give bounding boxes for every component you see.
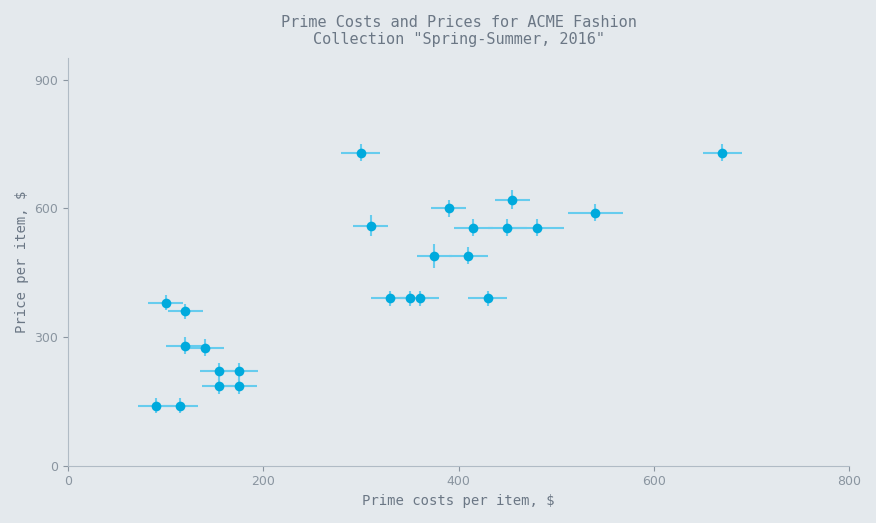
X-axis label: Prime costs per item, $: Prime costs per item, $ [363, 494, 555, 508]
Title: Prime Costs and Prices for ACME Fashion
Collection "Spring-Summer, 2016": Prime Costs and Prices for ACME Fashion … [280, 15, 637, 48]
Y-axis label: Price per item, $: Price per item, $ [15, 191, 29, 333]
